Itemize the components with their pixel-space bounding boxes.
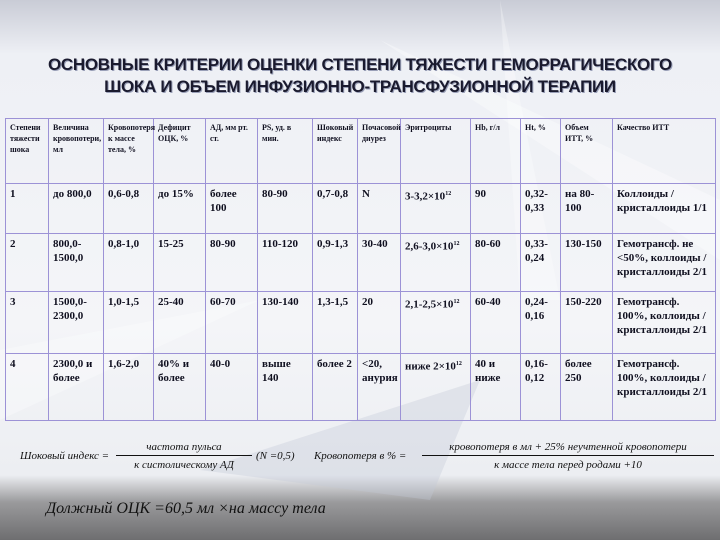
exponent: 12 [453, 299, 460, 305]
table-cell: 60-70 [205, 291, 258, 354]
table-cell: <20, анурия [357, 353, 401, 421]
table-cell: 1,0-1,5 [103, 291, 154, 354]
table-cell: ниже 2×1012 [400, 353, 471, 421]
blood-loss-fraction: кровопотеря в мл + 25% неучтенной кровоп… [422, 441, 714, 471]
table-cell: 60-40 [470, 291, 521, 354]
shock-index-norm: (N =0,5) [256, 450, 295, 462]
column-header: PS, уд. в мин. [257, 118, 313, 184]
table-cell: более 250 [560, 353, 613, 421]
cell-text: 2,6-3,0×10 [405, 240, 454, 253]
blood-loss-denominator: к массе тела перед родами +10 [494, 459, 642, 471]
table-cell: N [357, 183, 401, 234]
table-cell: 40% и более [153, 353, 206, 421]
blood-loss-numerator: кровопотеря в мл + 25% неучтенной кровоп… [422, 441, 714, 456]
table-cell: 0,8-1,0 [103, 233, 154, 292]
table-cell: 20 [357, 291, 401, 354]
table-cell: Гемотрансф. 100%, коллоиды / кристаллоид… [612, 353, 716, 421]
table-cell: 30-40 [357, 233, 401, 292]
table-cell: 40-0 [205, 353, 258, 421]
column-header: Почасовой диурез [357, 118, 401, 184]
table-cell: 25-40 [153, 291, 206, 354]
cell-text: 2,1-2,5×10 [405, 298, 454, 311]
table-cell: выше 140 [257, 353, 313, 421]
table-cell: до 800,0 [48, 183, 104, 234]
table-cell: 0,33-0,24 [520, 233, 561, 292]
table-cell: Гемотрансф. 100%, коллоиды / кристаллоид… [612, 291, 716, 354]
column-header: Объем ИТТ, % [560, 118, 613, 184]
table-cell: 80-90 [257, 183, 313, 234]
column-header: Hb, г/л [470, 118, 521, 184]
table-cell: 80-60 [470, 233, 521, 292]
column-header: Ht, % [520, 118, 561, 184]
table-cell: 90 [470, 183, 521, 234]
table-cell: 2,1-2,5×1012 [400, 291, 471, 354]
table-cell: 3 [5, 291, 49, 354]
blood-loss-label: Кровопотеря в % = [314, 450, 407, 462]
exponent: 12 [455, 361, 462, 367]
slide-title: ОСНОВНЫЕ КРИТЕРИИ ОЦЕНКИ СТЕПЕНИ ТЯЖЕСТИ… [0, 54, 720, 98]
table-header-row: Степени тяжести шока Величина кровопотери… [5, 118, 716, 184]
table-cell: 4 [5, 353, 49, 421]
table-cell: 80-90 [205, 233, 258, 292]
table-row: 1 до 800,0 0,6-0,8 до 15% более 100 80-90 0,7-… [5, 183, 716, 234]
column-header: Дефицит ОЦК, % [153, 118, 206, 184]
shock-index-denominator: к систолическому АД [134, 459, 234, 471]
table-cell: 1,3-1,5 [312, 291, 358, 354]
title-line-1: ОСНОВНЫЕ КРИТЕРИИ ОЦЕНКИ СТЕПЕНИ ТЯЖЕСТИ… [48, 55, 672, 74]
table-cell: 2300,0 и более [48, 353, 104, 421]
table-cell: 0,6-0,8 [103, 183, 154, 234]
cell-text: ниже 2×10 [405, 360, 456, 373]
table-row: 2 800,0-1500,0 0,8-1,0 15-25 80-90 110-120 0,9… [5, 233, 716, 292]
title-line-2: ШОКА И ОБЪЕМ ИНФУЗИОННО-ТРАНСФУЗИОННОЙ Т… [104, 77, 616, 96]
shock-index-label: Шоковый индекс = [20, 450, 109, 462]
table-row: 4 2300,0 и более 1,6-2,0 40% и более 40-0 выш… [5, 353, 716, 421]
table-cell: 110-120 [257, 233, 313, 292]
table-cell: более 100 [205, 183, 258, 234]
table-cell: 0,16-0,12 [520, 353, 561, 421]
cell-text: 3-3,2×10 [405, 190, 446, 203]
table-cell: 0,24-0,16 [520, 291, 561, 354]
column-header: Эритроциты [400, 118, 471, 184]
column-header: Шоковый индекс [312, 118, 358, 184]
table-cell: 800,0-1500,0 [48, 233, 104, 292]
table-cell: 0,7-0,8 [312, 183, 358, 234]
table-cell: 40 и ниже [470, 353, 521, 421]
table-cell: 130-140 [257, 291, 313, 354]
table-row: 3 1500,0-2300,0 1,0-1,5 25-40 60-70 130-140 1,… [5, 291, 716, 354]
column-header: Кровопотеря к массе тела, % [103, 118, 155, 184]
table-cell: более 2 [312, 353, 358, 421]
table-cell: до 15% [153, 183, 206, 234]
table-cell: 150-220 [560, 291, 613, 354]
table-cell: 1 [5, 183, 49, 234]
table-cell: 2,6-3,0×1012 [400, 233, 471, 292]
shock-index-numerator: частота пульса [116, 441, 252, 456]
table-cell: 3-3,2×1012 [400, 183, 471, 234]
table-cell: 2 [5, 233, 49, 292]
column-header: Качество ИТТ [612, 118, 716, 184]
table-cell: на 80-100 [560, 183, 613, 234]
table-cell: 15-25 [153, 233, 206, 292]
column-header: АД, мм рт. ст. [205, 118, 258, 184]
table-cell: Коллоиды / кристаллоиды 1/1 [612, 183, 716, 234]
table-cell: 1,6-2,0 [103, 353, 154, 421]
exponent: 12 [445, 191, 452, 197]
exponent: 12 [453, 241, 460, 247]
column-header: Степени тяжести шока [5, 118, 49, 184]
table-cell: Гемотрансф. не <50%, коллоиды / кристалл… [612, 233, 716, 292]
shock-criteria-table: Степени тяжести шока Величина кровопотери… [5, 118, 716, 421]
table-cell: 0,9-1,3 [312, 233, 358, 292]
table-cell: 1500,0-2300,0 [48, 291, 104, 354]
shock-index-fraction: частота пульса к систолическому АД [116, 441, 252, 471]
table-cell: 0,32-0,33 [520, 183, 561, 234]
required-bcv-formula: Должный ОЦК =60,5 мл ×на массу тела [46, 500, 326, 517]
column-header: Величина кровопотери, мл [48, 118, 104, 184]
table-cell: 130-150 [560, 233, 613, 292]
